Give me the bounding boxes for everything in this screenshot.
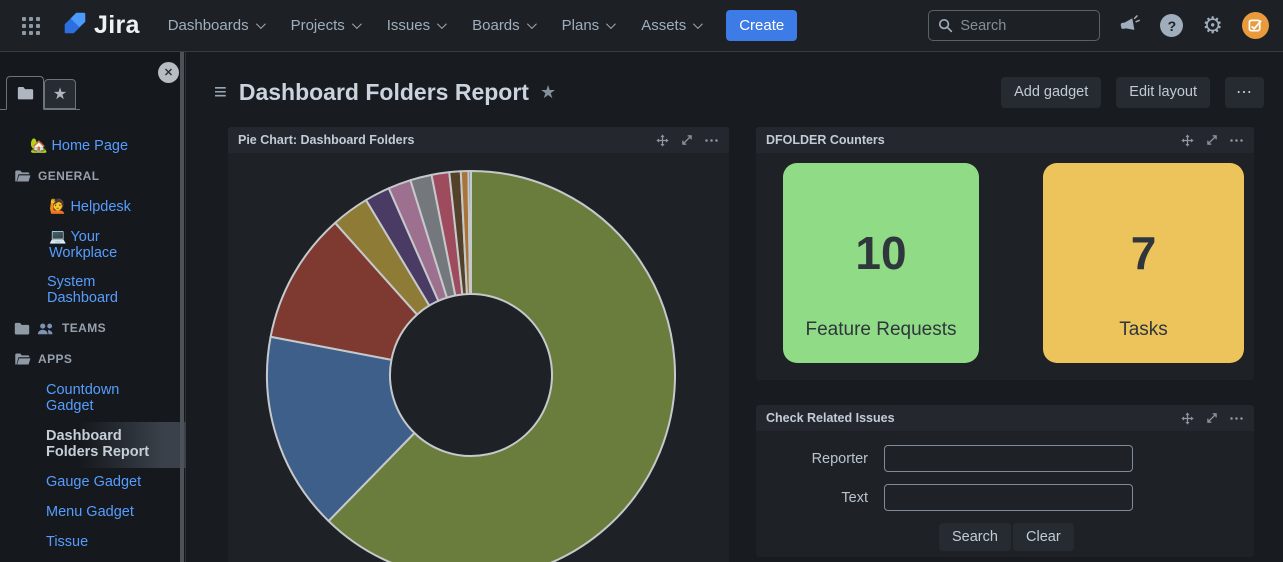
pie-chart-gadget: Pie Chart: Dashboard Folders: [228, 127, 729, 562]
text-label: Text: [841, 490, 868, 506]
related-gadget-header: Check Related Issues: [756, 405, 1254, 431]
counter-label: Feature Requests: [805, 319, 957, 340]
dashboard-menu-icon[interactable]: ≡: [214, 79, 227, 104]
sidebar-tabs: ★: [0, 76, 80, 110]
more-icon[interactable]: [1229, 133, 1244, 148]
pie-slice[interactable]: [266, 335, 416, 523]
jira-logo-icon: [62, 10, 88, 41]
sidebar-item-gauge-gadget[interactable]: Gauge Gadget: [46, 474, 142, 490]
sidebar-item-menu-gadget[interactable]: Menu Gadget: [46, 504, 134, 520]
sidebar-item-helpdesk[interactable]: 🙋 Helpdesk: [49, 198, 131, 215]
helpdesk-emoji-icon: 🙋: [49, 198, 67, 214]
add-gadget-button[interactable]: Add gadget: [1001, 76, 1102, 108]
nav-menu: Dashboards Projects Issues Boards Plans …: [168, 17, 704, 34]
search-button[interactable]: Search: [939, 523, 1011, 551]
people-icon: [37, 322, 53, 334]
more-icon[interactable]: [1229, 411, 1244, 426]
create-button[interactable]: Create: [726, 10, 798, 41]
expand-icon[interactable]: [1205, 133, 1219, 147]
jira-logo-text: Jira: [94, 11, 140, 39]
move-icon[interactable]: [1180, 133, 1195, 148]
nav-item-issues[interactable]: Issues: [387, 17, 447, 34]
sidebar-item-countdown-gadget[interactable]: Countdown Gadget: [46, 382, 120, 414]
expand-icon[interactable]: [680, 133, 694, 147]
star-icon: ★: [52, 86, 68, 103]
open-folder-icon: [15, 170, 31, 182]
dashboard-more-button[interactable]: ⋯: [1225, 76, 1264, 108]
reporter-label: Reporter: [811, 451, 868, 467]
sidebar-item-home-page[interactable]: 🏡 Home Page: [30, 137, 129, 154]
nav-item-dashboards[interactable]: Dashboards: [168, 17, 266, 34]
nav-right: ? ⚙: [928, 10, 1269, 41]
counter-value: 7: [1130, 227, 1157, 279]
nav-item-boards[interactable]: Boards: [472, 17, 537, 34]
app-switcher-icon[interactable]: [22, 16, 40, 35]
chevron-down-icon: [693, 19, 704, 30]
pie-slice[interactable]: [327, 170, 676, 562]
main-content: ≡ Dashboard Folders Report ★ Add gadget …: [187, 52, 1283, 562]
sidebar-item-dashboard-folders-report[interactable]: Dashboard Folders Report: [46, 428, 150, 460]
memo-icon: [1248, 19, 1262, 32]
pie-gadget-header: Pie Chart: Dashboard Folders: [228, 127, 729, 153]
announcements-icon[interactable]: [1118, 14, 1143, 38]
counter-value: 10: [855, 227, 907, 279]
expand-icon[interactable]: [1205, 411, 1219, 425]
folder-icon: [17, 87, 33, 100]
sidebar: ✕ ★ 🏡 Home Page GENERAL 🙋 Helpdesk 💻 Your W…: [0, 52, 186, 562]
text-field[interactable]: [884, 484, 1133, 511]
counter-card-tasks[interactable]: 7 Tasks: [1043, 163, 1244, 363]
counters-gadget-title: DFOLDER Counters: [766, 133, 885, 147]
edit-layout-button[interactable]: Edit layout: [1116, 76, 1210, 108]
favorite-star-icon[interactable]: ★: [539, 81, 557, 102]
chevron-down-icon: [437, 19, 447, 30]
sidebar-item-system-dashboard[interactable]: System Dashboard: [47, 274, 118, 306]
counter-label: Tasks: [1119, 319, 1168, 340]
user-avatar[interactable]: [1242, 12, 1269, 39]
chevron-down-icon: [606, 19, 617, 30]
sidebar-section-teams[interactable]: TEAMS: [14, 320, 106, 336]
related-gadget-title: Check Related Issues: [766, 411, 895, 425]
sidebar-item-tissue[interactable]: Tissue: [46, 534, 89, 550]
page-header: ≡ Dashboard Folders Report ★ Add gadget …: [214, 72, 1264, 112]
nav-item-plans[interactable]: Plans: [562, 17, 617, 34]
open-folder-icon: [15, 353, 31, 365]
search-box[interactable]: [928, 10, 1101, 41]
sidebar-section-apps[interactable]: APPS: [14, 351, 72, 367]
more-icon[interactable]: [704, 133, 719, 148]
check-related-issues-gadget: Check Related Issues Reporter Text Searc…: [756, 405, 1254, 557]
laptop-emoji-icon: 💻: [49, 228, 67, 244]
home-emoji-icon: 🏡: [30, 137, 48, 153]
pie-slice[interactable]: [467, 170, 472, 296]
chevron-down-icon: [351, 19, 362, 30]
jira-logo[interactable]: Jira: [62, 10, 140, 41]
search-icon: [938, 18, 953, 33]
pie-gadget-title: Pie Chart: Dashboard Folders: [238, 133, 415, 147]
counters-gadget-header: DFOLDER Counters: [756, 127, 1254, 153]
folder-icon: [14, 322, 30, 334]
counters-gadget: DFOLDER Counters 10 Feature Requests 7 T…: [756, 127, 1254, 380]
chevron-down-icon: [255, 19, 266, 30]
selected-item-highlight: [33, 422, 186, 468]
chevron-down-icon: [526, 19, 537, 30]
sidebar-section-general[interactable]: GENERAL: [14, 168, 99, 184]
tab-folders[interactable]: [6, 76, 44, 110]
nav-item-assets[interactable]: Assets: [641, 17, 704, 34]
move-icon[interactable]: [1180, 411, 1195, 426]
reporter-field[interactable]: [884, 445, 1133, 472]
help-icon[interactable]: ?: [1160, 14, 1184, 37]
clear-button[interactable]: Clear: [1013, 523, 1074, 551]
search-input[interactable]: [960, 17, 1081, 34]
top-nav: Jira Dashboards Projects Issues Boards P…: [0, 0, 1283, 52]
counter-card-feature-requests[interactable]: 10 Feature Requests: [783, 163, 979, 363]
sidebar-scrollbar[interactable]: [180, 52, 184, 562]
settings-gear-icon[interactable]: ⚙: [1202, 12, 1223, 38]
donut-pie-chart[interactable]: [265, 169, 677, 562]
page-title: Dashboard Folders Report: [238, 78, 529, 105]
move-icon[interactable]: [655, 133, 670, 148]
tab-favorites[interactable]: ★: [44, 79, 76, 109]
sidebar-close-icon[interactable]: ✕: [158, 62, 179, 83]
sidebar-item-your-workplace[interactable]: 💻 Your Workplace: [49, 228, 118, 261]
nav-item-projects[interactable]: Projects: [291, 17, 362, 34]
